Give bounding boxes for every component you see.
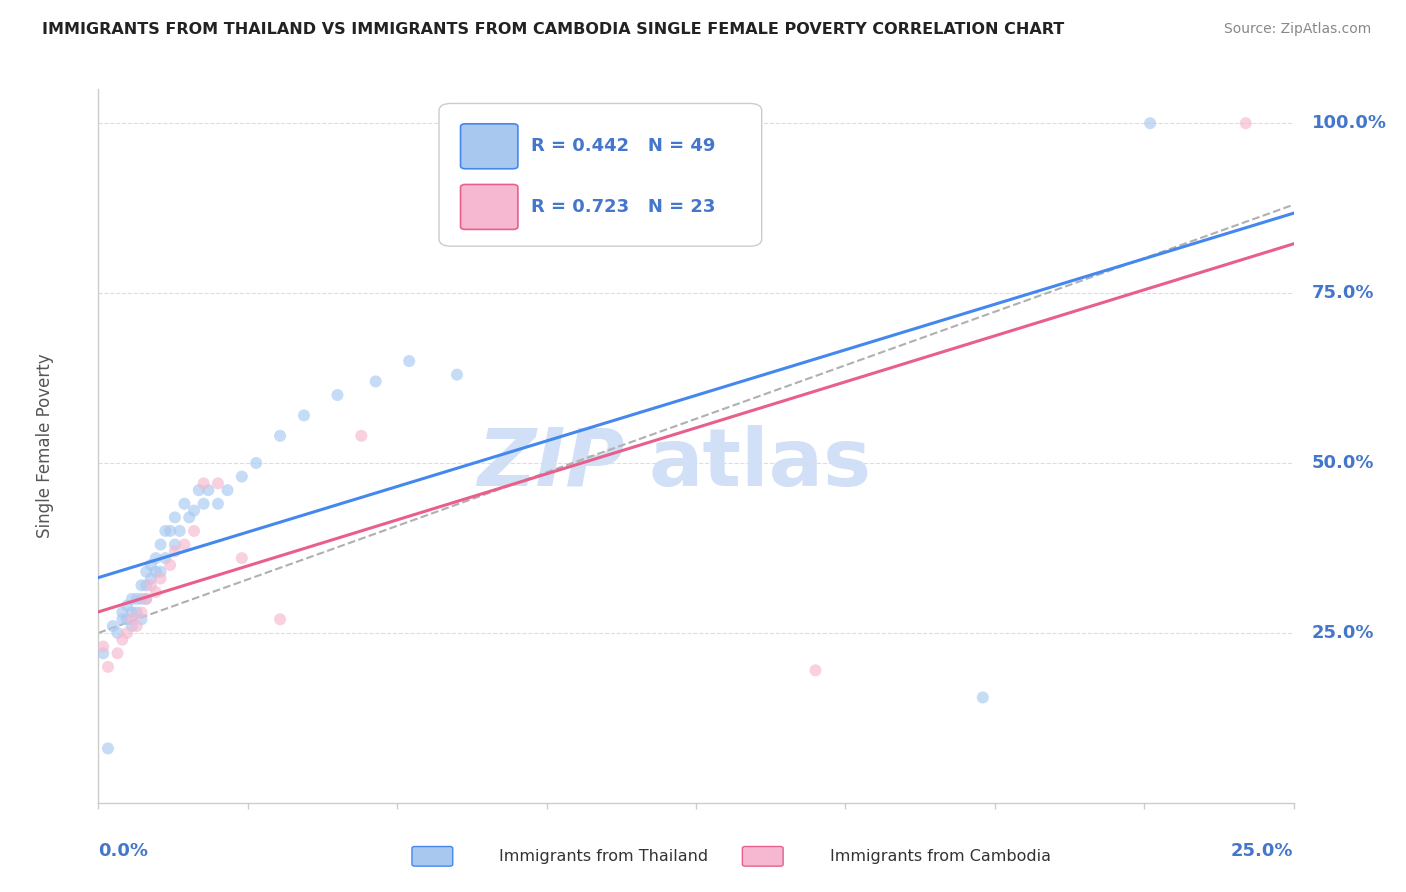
Text: 100.0%: 100.0% (1312, 114, 1386, 132)
Point (179, 510, 201, 524)
Point (193, 497, 215, 511)
Point (121, 612, 143, 626)
Point (149, 565, 172, 579)
Text: 50.0%: 50.0% (1312, 454, 1374, 472)
Point (398, 354, 420, 368)
Point (446, 368, 468, 382)
Text: Single Female Poverty: Single Female Poverty (35, 354, 53, 538)
Point (1234, 116, 1257, 130)
Text: atlas: atlas (648, 425, 872, 503)
Point (121, 619, 143, 633)
Point (187, 483, 209, 498)
Point (231, 469, 253, 483)
Point (131, 591, 153, 606)
Point (139, 558, 162, 572)
Point (125, 619, 148, 633)
Point (173, 497, 195, 511)
Text: Immigrants from Cambodia: Immigrants from Cambodia (830, 849, 1050, 863)
Point (101, 619, 124, 633)
FancyBboxPatch shape (461, 185, 517, 229)
Point (115, 612, 138, 626)
Text: Source: ZipAtlas.com: Source: ZipAtlas.com (1223, 22, 1371, 37)
Point (135, 591, 157, 606)
Point (269, 429, 291, 443)
Point (111, 632, 134, 647)
Point (245, 456, 267, 470)
Point (972, 690, 994, 705)
Point (173, 537, 195, 551)
Point (135, 565, 157, 579)
Text: 75.0%: 75.0% (1312, 284, 1374, 302)
Text: 25.0%: 25.0% (1232, 842, 1294, 860)
Point (163, 537, 186, 551)
Point (1139, 116, 1161, 130)
Point (269, 612, 291, 626)
Point (155, 551, 177, 566)
Point (159, 524, 181, 538)
Point (131, 578, 153, 592)
Point (107, 626, 129, 640)
Point (163, 510, 186, 524)
Point (207, 476, 229, 491)
Point (183, 503, 205, 517)
Point (145, 551, 167, 566)
Point (149, 537, 172, 551)
Point (145, 565, 167, 579)
Point (155, 524, 177, 538)
Point (111, 606, 134, 620)
FancyBboxPatch shape (439, 103, 762, 246)
FancyBboxPatch shape (461, 124, 517, 169)
Text: Immigrants from Thailand: Immigrants from Thailand (499, 849, 709, 863)
Point (183, 524, 205, 538)
Point (97, 660, 120, 674)
Point (292, 409, 315, 423)
Point (125, 606, 148, 620)
Point (804, 663, 827, 677)
Point (217, 483, 239, 498)
Point (131, 612, 153, 626)
Point (193, 476, 215, 491)
Point (350, 429, 373, 443)
Point (149, 572, 172, 586)
Point (115, 626, 138, 640)
Point (326, 388, 349, 402)
Point (145, 585, 167, 599)
Text: 0.0%: 0.0% (98, 842, 149, 860)
Point (91, 646, 114, 660)
Point (91, 640, 114, 654)
Point (111, 612, 134, 626)
Point (364, 375, 387, 389)
Point (125, 591, 148, 606)
Point (231, 551, 253, 566)
Point (121, 606, 143, 620)
Point (139, 572, 162, 586)
Point (197, 483, 219, 498)
Point (135, 578, 157, 592)
Point (115, 599, 138, 613)
Point (169, 524, 191, 538)
Point (131, 606, 153, 620)
Text: IMMIGRANTS FROM THAILAND VS IMMIGRANTS FROM CAMBODIA SINGLE FEMALE POVERTY CORRE: IMMIGRANTS FROM THAILAND VS IMMIGRANTS F… (42, 22, 1064, 37)
Text: R = 0.442   N = 49: R = 0.442 N = 49 (531, 137, 716, 155)
Point (97, 741, 120, 756)
Point (207, 497, 229, 511)
Text: ZIP: ZIP (477, 425, 624, 503)
Text: 25.0%: 25.0% (1312, 624, 1374, 642)
Text: R = 0.723   N = 23: R = 0.723 N = 23 (531, 198, 716, 216)
Point (159, 558, 181, 572)
Point (163, 544, 186, 558)
Point (135, 591, 157, 606)
Point (121, 591, 143, 606)
Point (107, 646, 129, 660)
Point (139, 578, 162, 592)
